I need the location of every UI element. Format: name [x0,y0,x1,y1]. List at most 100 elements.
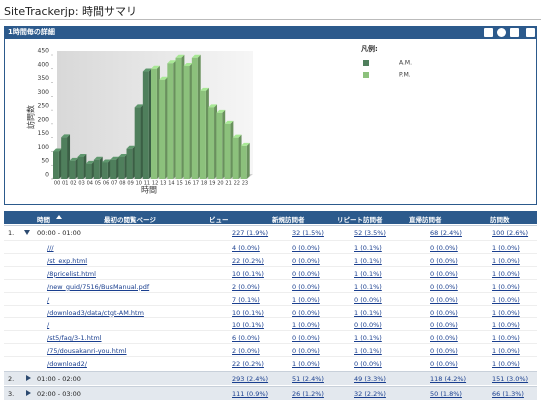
value-cell[interactable]: 111 (0.9%) [232,390,269,398]
page-row: /// 4 (0.0%) 0 (0.0%) 1 (0.1%) 0 (0.0%) 1 (0.… [4,240,537,256]
value-cell[interactable]: 22 (0.2%) [232,360,264,369]
value-cell[interactable]: 1 (0.1%) [354,282,382,291]
value-cell[interactable]: 0 (0.0%) [430,308,458,317]
value-cell[interactable]: 227 (1.9%) [232,229,269,237]
value-cell[interactable]: 2 (0.0%) [232,282,260,291]
value-cell[interactable]: 0 (0.0%) [354,360,382,369]
value-cell[interactable]: 1 (0.1%) [354,334,382,343]
value-cell[interactable]: 1 (0.0%) [292,321,320,330]
value-cell[interactable]: 0 (0.0%) [430,282,458,291]
page-row: /download2/22 (0.2%) 1 (0.0%) 0 (0.0%) 0 (0… [4,356,537,372]
value-cell[interactable]: 1 (0.1%) [354,308,382,317]
value-cell[interactable]: 51 (2.4%) [292,375,324,383]
value-cell[interactable]: 1 (0.0%) [492,334,520,343]
value-cell[interactable]: 0 (0.0%) [354,321,382,330]
value-cell[interactable]: 10 (0.1%) [232,321,264,330]
page-link[interactable]: /download3/data/ctgt-AM.htm [47,308,144,317]
row-time: 02:00 - 03:00 [37,390,81,398]
value-cell[interactable]: 0 (0.0%) [354,295,382,304]
value-cell[interactable]: 1 (0.1%) [354,347,382,356]
page-link[interactable]: /st5/faq/3-1.html [47,334,102,343]
value-cell[interactable]: 52 (3.5%) [354,229,386,237]
value-cell[interactable]: 1 (0.0%) [492,256,520,265]
value-cell[interactable]: 68 (2.4%) [430,229,462,237]
value-cell[interactable]: 6 (0.0%) [232,334,260,343]
value-cell[interactable]: 22 (0.2%) [232,256,264,265]
value-cell[interactable]: 0 (0.0%) [430,360,458,369]
page-link[interactable]: /download2/ [47,360,87,369]
value-cell[interactable]: 0 (0.0%) [430,295,458,304]
value-cell[interactable]: 7 (0.1%) [232,295,260,304]
page-link[interactable]: / [47,295,50,304]
value-cell[interactable]: 49 (3.3%) [354,375,386,383]
value-cell[interactable]: 0 (0.0%) [430,347,458,356]
x-tick-label: 16 [185,181,191,187]
value-cell[interactable]: 1 (0.1%) [354,244,382,252]
value-cell[interactable]: 1 (0.0%) [492,321,520,330]
value-cell[interactable]: 1 (0.0%) [492,347,520,356]
value-cell[interactable]: 4 (0.0%) [232,244,260,252]
value-cell[interactable]: 0 (0.0%) [430,321,458,330]
value-cell[interactable]: 0 (0.0%) [292,282,320,291]
x-tick-label: 03 [78,181,84,187]
column-header: 直帰訪問者 [409,216,442,224]
value-cell[interactable]: 2 (0.0%) [232,347,260,356]
icon-line[interactable] [510,28,519,37]
page-link[interactable]: /75/dousakanri-you.html [47,347,127,356]
value-cell[interactable]: 151 (3.0%) [492,375,529,383]
icon-export[interactable] [526,28,535,37]
x-tick-label: 22 [234,181,240,187]
page-link[interactable]: /new_guid/7516/BusManual.pdf [47,282,150,291]
value-cell[interactable]: 1 (0.0%) [492,308,520,317]
value-cell[interactable]: 1 (0.0%) [492,269,520,278]
value-cell[interactable]: 10 (0.1%) [232,308,264,317]
value-cell[interactable]: 1 (0.1%) [354,269,382,278]
value-cell[interactable]: 1 (0.1%) [354,256,382,265]
value-cell[interactable]: 1 (0.0%) [492,282,520,291]
icon-table[interactable] [484,28,493,37]
value-cell[interactable]: 118 (4.2%) [430,375,467,383]
page-link[interactable]: /st_exp.html [47,256,88,265]
value-cell[interactable]: 0 (0.0%) [430,269,458,278]
value-cell[interactable]: 66 (1.3%) [492,390,524,398]
value-cell[interactable]: 32 (1.5%) [292,229,324,237]
bar-side [197,54,201,179]
value-cell[interactable]: 0 (0.0%) [430,256,458,265]
value-cell[interactable]: 0 (0.0%) [292,334,320,343]
row-time: 00:00 - 01:00 [37,229,81,237]
icon-pie[interactable] [497,28,506,37]
column-header: ビュー [209,216,229,224]
value-cell[interactable]: 50 (1.8%) [430,390,462,398]
bar [61,137,68,179]
x-tick-label: 11 [144,181,150,187]
bar [159,79,166,179]
value-cell[interactable]: 0 (0.0%) [430,244,458,252]
value-cell[interactable]: 1 (0.0%) [292,295,320,304]
bar-side [238,134,242,179]
bar [126,148,133,179]
value-cell[interactable]: 1 (0.0%) [492,295,520,304]
page-link[interactable]: /8pricelist.html [47,269,96,278]
value-cell[interactable]: 26 (1.2%) [292,390,324,398]
value-cell[interactable]: 100 (2.6%) [492,229,529,237]
value-cell[interactable]: 0 (0.0%) [292,269,320,278]
column-header: 新規訪問者 [272,216,305,224]
x-tick-label: 01 [62,181,68,187]
value-cell[interactable]: 0 (0.0%) [292,256,320,265]
value-cell[interactable]: 0 (0.0%) [292,244,320,252]
value-cell[interactable]: 32 (2.2%) [354,390,386,398]
value-cell[interactable]: 1 (0.0%) [492,360,520,369]
value-cell[interactable]: 0 (0.0%) [292,347,320,356]
bar-top [216,109,226,113]
value-cell[interactable]: 0 (0.0%) [430,334,458,343]
bar-top [191,54,201,58]
value-cell[interactable]: 1 (0.0%) [292,360,320,369]
value-cell[interactable]: 1 (0.0%) [492,244,520,252]
page-link[interactable]: / [47,321,50,330]
page-row: / 10 (0.1%) 1 (0.0%) 0 (0.0%) 0 (0.0%) 1 (0.0… [4,317,537,333]
value-cell[interactable]: 293 (2.4%) [232,375,269,383]
bar [224,123,231,179]
page-link[interactable]: /// [47,244,54,252]
value-cell[interactable]: 10 (0.1%) [232,269,264,278]
value-cell[interactable]: 0 (0.0%) [292,308,320,317]
